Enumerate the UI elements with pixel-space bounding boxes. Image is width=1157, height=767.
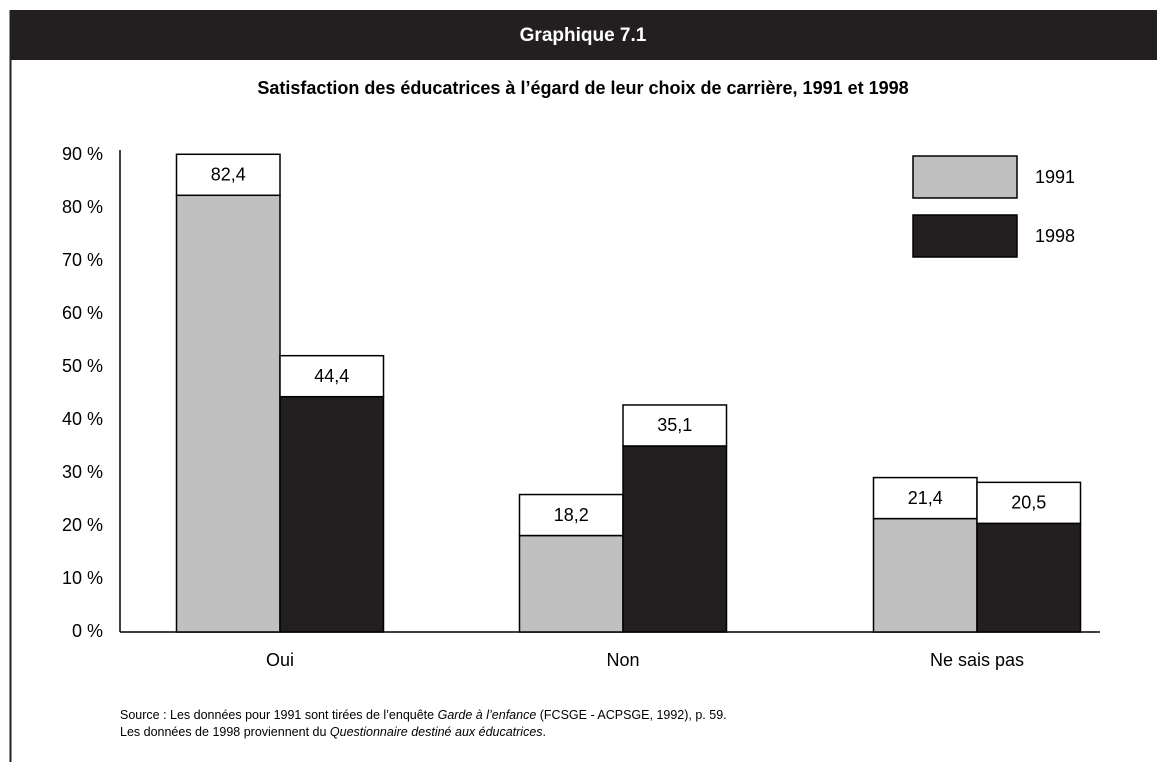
y-tick-label: 50 % [62,356,103,376]
bar [518,534,624,633]
y-tick-label: 90 % [62,144,103,164]
y-tick-label: 80 % [62,197,103,217]
source-note: Source : Les données pour 1991 sont tiré… [120,708,727,722]
x-tick-label: Ne sais pas [930,650,1024,670]
source-part: . [543,725,546,739]
legend-swatch [912,155,1018,199]
bar [976,522,1082,633]
y-tick-label: 40 % [62,409,103,429]
header-bar [10,10,1157,60]
value-label-box [976,481,1082,525]
y-tick-label: 70 % [62,250,103,270]
legend-label: 1991 [1035,167,1075,187]
value-label-box [175,153,281,197]
source-part: (FCSGE - ACPSGE, 1992), p. 59. [536,708,726,722]
value-label-box [279,354,385,398]
value-label-box [622,404,728,447]
x-tick-label: Non [606,650,639,670]
value-label-box [872,476,978,520]
value-label: 18,2 [554,505,589,525]
bar [279,395,385,633]
chart-title: Satisfaction des éducatrices à l’égard d… [257,78,908,98]
bar [175,194,281,633]
value-label: 82,4 [211,165,246,185]
source-note: Les données de 1998 proviennent du Quest… [120,725,546,739]
y-tick-label: 60 % [62,303,103,323]
source-part: Source : Les données pour 1991 sont tiré… [120,708,438,722]
value-label: 44,4 [314,366,349,386]
legend-swatch [912,214,1018,258]
y-tick-label: 30 % [62,462,103,482]
value-label: 35,1 [657,415,692,435]
source-part: Questionnaire destiné aux éducatrices [330,725,543,739]
source-part: Les données de 1998 proviennent du [120,725,330,739]
legend-label: 1998 [1035,226,1075,246]
value-label: 20,5 [1011,493,1046,513]
y-tick-label: 10 % [62,568,103,588]
bar [622,445,728,633]
y-tick-label: 0 % [72,621,103,641]
bar [872,517,978,633]
header-title: Graphique 7.1 [520,25,647,46]
value-label: 21,4 [908,488,943,508]
source-part: Garde à l’enfance [438,708,537,722]
y-tick-label: 20 % [62,515,103,535]
x-tick-label: Oui [266,650,294,670]
